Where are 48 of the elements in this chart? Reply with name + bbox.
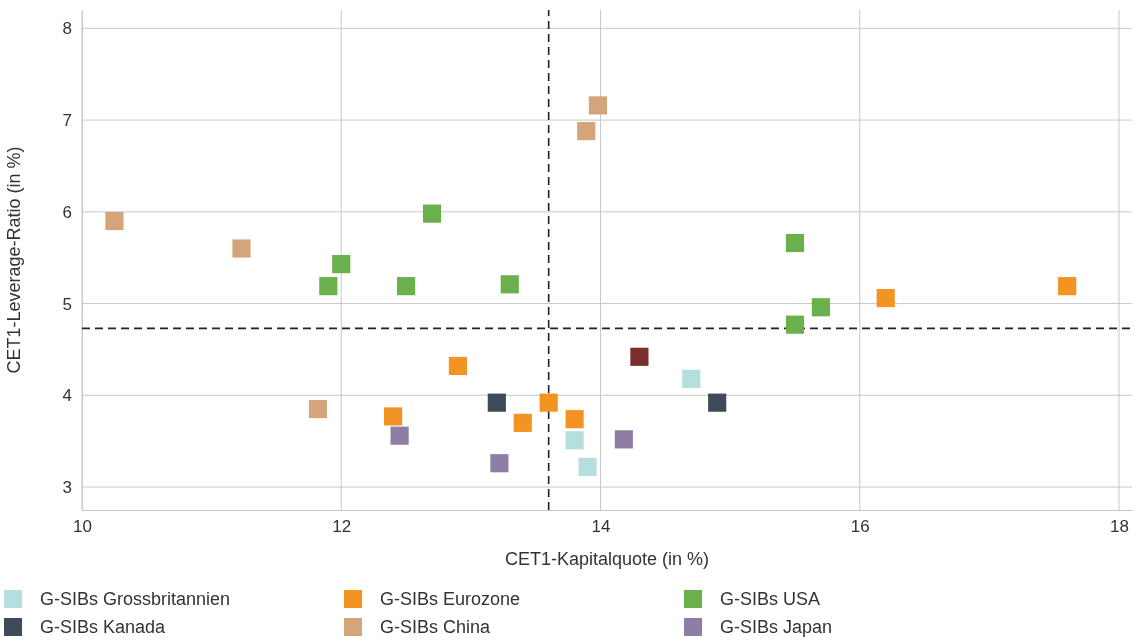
x-tick-label: 10 [73,517,92,537]
point [565,431,584,450]
x-tick-label: 14 [591,517,611,537]
legend-label: G-SIBs Eurozone [380,589,521,609]
legend-label: G-SIBs Grossbritannien [40,589,231,609]
point [308,400,328,419]
point [577,122,596,141]
point [565,410,584,429]
point [513,413,532,432]
point [614,430,633,449]
point [630,347,649,366]
y-tick-label: 8 [62,19,72,39]
point [448,356,468,376]
y-axis-title: CET1-Leverage-Ratio (in %) [4,146,24,374]
point [500,275,519,294]
point [588,96,608,115]
point [319,277,338,296]
y-tick-label: 3 [62,478,72,497]
point [876,288,895,308]
legend-label: G-SIBs Kanada [40,617,167,637]
y-tick-label: 5 [62,294,72,314]
point [785,315,805,334]
point [1058,277,1077,296]
point [811,298,830,317]
legend-label: G-SIBs Japan [720,617,833,637]
y-tick-label: 6 [62,202,72,222]
legend-label: G-SIBs China [380,617,492,637]
point [396,277,416,296]
point [232,239,251,258]
y-tick-label: 7 [62,111,72,131]
point [539,393,558,412]
x-tick-label: 18 [1110,517,1129,537]
point [708,393,727,412]
point [785,233,805,253]
point [578,457,597,476]
legend-label: G-SIBs USA [720,589,821,609]
point [682,369,701,388]
point [422,204,442,223]
point [487,393,506,412]
x-tick-label: 12 [332,517,352,537]
y-tick-label: 4 [62,386,72,406]
point [490,454,509,473]
point [105,211,124,231]
x-axis-title: CET1-Kapitalquote (in %) [504,549,710,569]
point [390,426,409,445]
point [332,255,351,274]
x-tick-label: 16 [850,517,870,537]
point [384,407,403,426]
